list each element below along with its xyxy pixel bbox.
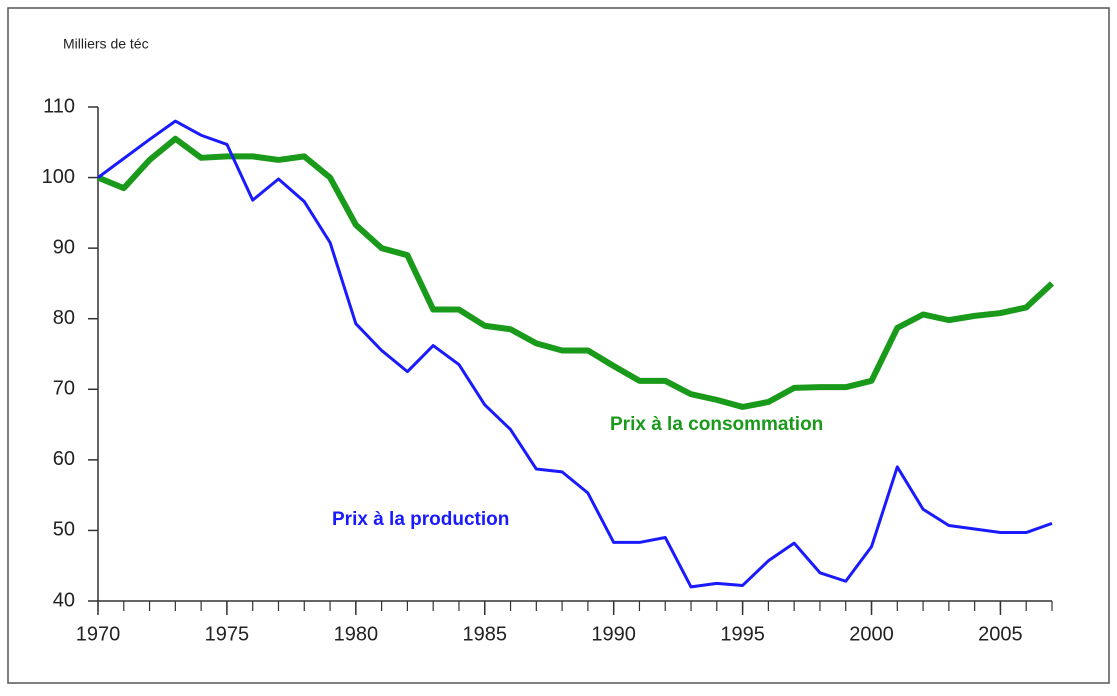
y-tick-label: 40 [53, 589, 75, 611]
series-line [96, 135, 1055, 410]
y-axis-label: Milliers de téc [63, 36, 149, 52]
x-tick-label: 2005 [978, 623, 1023, 645]
x-tick-label: 1995 [720, 623, 765, 645]
x-tick-label: 1970 [76, 623, 121, 645]
y-tick-label: 90 [53, 236, 75, 258]
y-tick-label: 110 [43, 95, 75, 117]
frame [7, 7, 1110, 684]
y-tick-label: 60 [53, 448, 75, 470]
series-line [97, 119, 1053, 589]
series-label: Prix à la production [332, 509, 509, 530]
y-tick-label: 50 [53, 519, 75, 541]
x-tick-label: 1985 [463, 623, 508, 645]
x-tick-label: 1990 [591, 623, 636, 645]
x-tick-label: 1980 [334, 623, 379, 645]
y-tick-label: 100 [42, 166, 75, 188]
x-tick-label: 2000 [849, 623, 894, 645]
y-tick-label: 70 [53, 378, 75, 400]
y-tick-label: 80 [53, 307, 75, 329]
x-tick-label: 1975 [205, 623, 250, 645]
series-label: Prix à la consommation [610, 414, 823, 435]
